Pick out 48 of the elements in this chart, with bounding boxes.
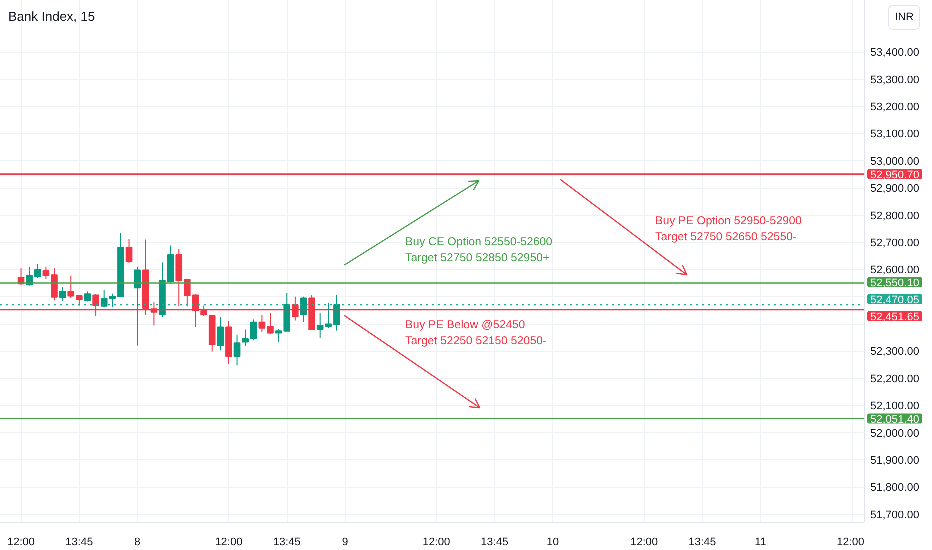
y-tick-label: 52,800.00 xyxy=(870,210,920,222)
ref-line-label: 52,950.70 xyxy=(870,169,920,182)
text: Bank Index, 15 xyxy=(8,9,96,24)
annotation: Buy CE Option 52550-52600 xyxy=(406,236,553,248)
ref-line-label: 52,051.40 xyxy=(870,414,920,426)
x-tick-label: 10 xyxy=(546,536,560,548)
y-tick-label: 51,900.00 xyxy=(870,454,920,467)
x-tick-label: 12:00 xyxy=(215,536,243,548)
x-tick-label: 9 xyxy=(342,536,348,548)
annotation: Target 52750 52850 52950+ xyxy=(406,252,550,264)
y-tick-label: 53,100.00 xyxy=(870,128,920,141)
x-tick-label: 12:00 xyxy=(836,536,865,548)
candlestick xyxy=(126,238,133,264)
annotation: Buy PE Option 52950-52900 xyxy=(656,216,802,228)
y-tick-label: 51,800.00 xyxy=(870,482,920,494)
ref-line-label: 52,550.10 xyxy=(870,277,920,290)
y-axis-title: INR xyxy=(895,12,914,24)
candlestick xyxy=(134,266,141,346)
y-tick-label: 53,000.00 xyxy=(870,156,920,168)
ref-line-label: 52,470.05 xyxy=(870,294,920,306)
y-tick-label: 52,700.00 xyxy=(870,237,920,250)
y-tick-label: 52,100.00 xyxy=(870,400,920,413)
x-tick-label: 12:00 xyxy=(630,536,658,548)
y-tick-label: 52,900.00 xyxy=(870,183,920,196)
y-tick-label: 52,200.00 xyxy=(870,373,920,386)
x-tick-label: 13:45 xyxy=(66,536,94,548)
y-tick-label: 53,400.00 xyxy=(870,47,920,60)
candlestick xyxy=(217,317,224,352)
x-tick-label: 13:45 xyxy=(688,536,716,548)
x-tick-label: 12:00 xyxy=(8,536,36,548)
x-tick-label: 11 xyxy=(754,536,766,548)
y-tick-label: 52,300.00 xyxy=(870,346,920,358)
candlestick xyxy=(234,334,241,366)
candlestick xyxy=(84,291,92,302)
annotation: Buy PE Below @52450 xyxy=(406,320,526,332)
x-tick-label: 12:00 xyxy=(422,536,450,548)
y-tick-label: 52,000.00 xyxy=(870,428,920,440)
annotation: Target 52750 52650 52550- xyxy=(656,232,797,244)
y-tick-label: 53,300.00 xyxy=(870,74,920,86)
x-tick-label: 8 xyxy=(134,536,141,548)
annotation: Target 52250 52150 52050- xyxy=(406,336,547,348)
ref-line-label: 52,451.65 xyxy=(870,311,920,324)
y-tick-label: 53,200.00 xyxy=(870,102,920,114)
y-tick-label: 52,600.00 xyxy=(870,264,920,277)
y-tick-label: 51,700.00 xyxy=(870,509,920,522)
x-tick-label: 13:45 xyxy=(273,536,301,548)
x-tick-label: 13:45 xyxy=(481,536,509,548)
candlestick xyxy=(59,286,66,302)
